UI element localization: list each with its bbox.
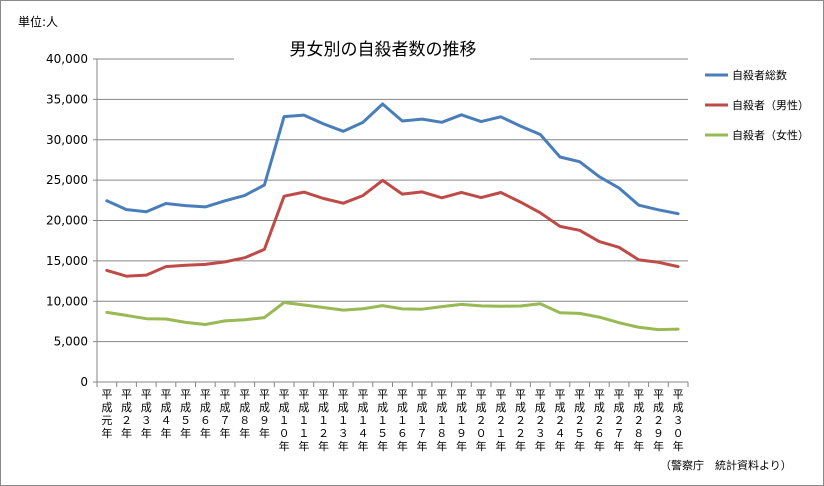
y-tick-label: 20,000 [46,214,88,228]
y-tick-labels: 0 5,000 10,000 15,000 20,000 25,000 30,000 35,0… [46,52,88,389]
x-tick-label: 平成１１年 [298,388,309,453]
x-tick-label: 平成３０年 [673,388,684,453]
x-tick-label: 平成２０年 [476,388,487,453]
x-tick-label: 平成元年 [101,388,112,440]
axes [93,58,689,387]
y-tick-label: 25,000 [46,173,88,187]
source-note: （警察庁 統計資料より） [660,459,792,472]
x-tick-label: 平成１７年 [417,388,428,453]
x-tick-label: 平成２４年 [554,388,565,453]
x-tick-label: 平成６年 [200,388,211,440]
legend-label: 自殺者（女性） [732,128,809,142]
x-tick-label: 平成１５年 [377,388,388,453]
x-tick-label: 平成１３年 [338,388,349,453]
x-tick-label: 平成２５年 [574,388,585,453]
x-tick-label: 平成２８年 [633,388,644,453]
x-tick-label: 平成９年 [259,388,270,440]
y-tick-label: 5,000 [54,335,88,349]
y-tick-label: 0 [80,375,88,389]
legend-label: 自殺者（男性） [732,98,809,112]
x-tick-label: 平成２９年 [653,388,664,453]
chart-title: 男女別の自殺者数の推移 [290,40,477,60]
y-tick-label: 10,000 [46,294,88,308]
x-tick-label: 平成１２年 [318,388,329,453]
y-unit-label: 単位:人 [18,15,59,29]
series-line [105,178,680,278]
legend-label: 自殺者総数 [732,68,787,82]
x-tick-labels: 平成元年平成２年平成３年平成４年平成５年平成６年平成７年平成８年平成９年平成１０… [101,388,683,453]
series-line [105,102,680,216]
x-tick-label: 平成２７年 [614,388,625,453]
x-tick-label: 平成１９年 [456,388,467,453]
x-tick-label: 平成２２年 [515,388,526,453]
x-tick-label: 平成４年 [160,388,171,440]
x-tick-label: 平成２１年 [495,388,506,453]
x-tick-label: 平成２６年 [594,388,605,453]
y-tick-label: 40,000 [46,52,88,66]
y-tick-label: 15,000 [46,254,88,268]
gridlines [97,58,688,343]
x-tick-label: 平成１８年 [436,388,447,453]
title-background [234,36,530,62]
x-tick-label: 平成２３年 [535,388,546,453]
x-tick-label: 平成２年 [121,388,132,440]
x-tick-label: 平成５年 [180,388,191,440]
y-tick-label: 35,000 [46,92,88,106]
series-lines [105,102,680,332]
x-tick-label: 平成１４年 [357,388,368,453]
series-line [105,301,680,332]
x-tick-label: 平成８年 [239,388,250,440]
x-tick-label: 平成１６年 [397,388,408,453]
y-tick-label: 30,000 [46,133,88,147]
x-tick-label: 平成３年 [141,388,152,440]
x-tick-label: 平成７年 [220,388,231,440]
x-tick-label: 平成１０年 [279,388,290,453]
